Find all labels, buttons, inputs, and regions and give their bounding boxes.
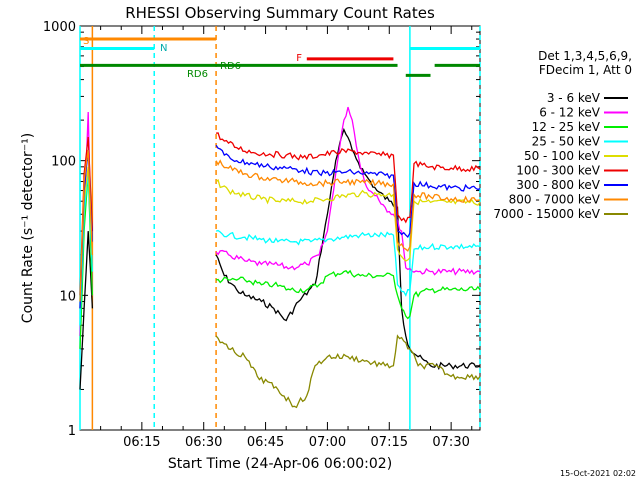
timestamp: 15-Oct-2021 02:02 <box>560 469 636 478</box>
legend-label: 800 - 7000 keV <box>509 193 601 207</box>
x-tick-label: 06:45 <box>247 435 284 450</box>
axis-frame <box>79 25 481 431</box>
x-tick-label: 06:30 <box>185 435 222 450</box>
legend-header: Det 1,3,4,5,6,9, <box>538 49 632 63</box>
x-tick-label: 07:30 <box>432 435 469 450</box>
series-line <box>215 334 481 409</box>
y-tick-label: 1000 <box>43 20 76 35</box>
flag-label: F <box>296 53 302 64</box>
flag-label: S <box>83 36 89 47</box>
legend-header: FDecim 1, Att 0 <box>539 63 632 77</box>
y-tick-label: 10 <box>59 289 76 304</box>
flag-label: RD6 <box>220 61 241 72</box>
y-axis-label: Count Rate (s⁻¹ detector⁻¹) <box>20 133 36 323</box>
x-tick-label: 07:00 <box>309 435 346 450</box>
series-line <box>79 166 481 309</box>
y-tick-label: 1 <box>68 424 76 439</box>
legend-label: 12 - 25 keV <box>532 120 601 134</box>
flag-label: RD6 <box>187 69 208 80</box>
series-line <box>79 106 481 336</box>
x-tick-label: 07:15 <box>371 435 408 450</box>
series-line <box>79 144 481 309</box>
chart-title: RHESSI Observing Summary Count Rates <box>125 4 435 22</box>
legend-label: 300 - 800 keV <box>516 178 600 192</box>
x-tick-label: 06:15 <box>123 435 160 450</box>
plot-area: 1 10 100 1000 06:15 06:30 06:45 07:00 07:15 07:30… <box>43 20 481 450</box>
series-line <box>79 127 481 390</box>
legend-label: 100 - 300 keV <box>516 164 600 178</box>
legend-label: 50 - 100 keV <box>524 149 601 163</box>
flag-label: N <box>160 43 167 54</box>
legend-label: 25 - 50 keV <box>532 135 601 149</box>
x-axis-label: Start Time (24-Apr-06 06:00:02) <box>168 456 392 472</box>
y-tick-label: 100 <box>51 155 76 170</box>
legend-label: 6 - 12 keV <box>539 106 601 120</box>
legend: Det 1,3,4,5,6,9,FDecim 1, Att 0 3 - 6 keV… <box>493 49 632 221</box>
series-line <box>79 149 481 302</box>
legend-label: 3 - 6 keV <box>547 91 601 105</box>
legend-label: 7000 - 15000 keV <box>493 207 600 221</box>
